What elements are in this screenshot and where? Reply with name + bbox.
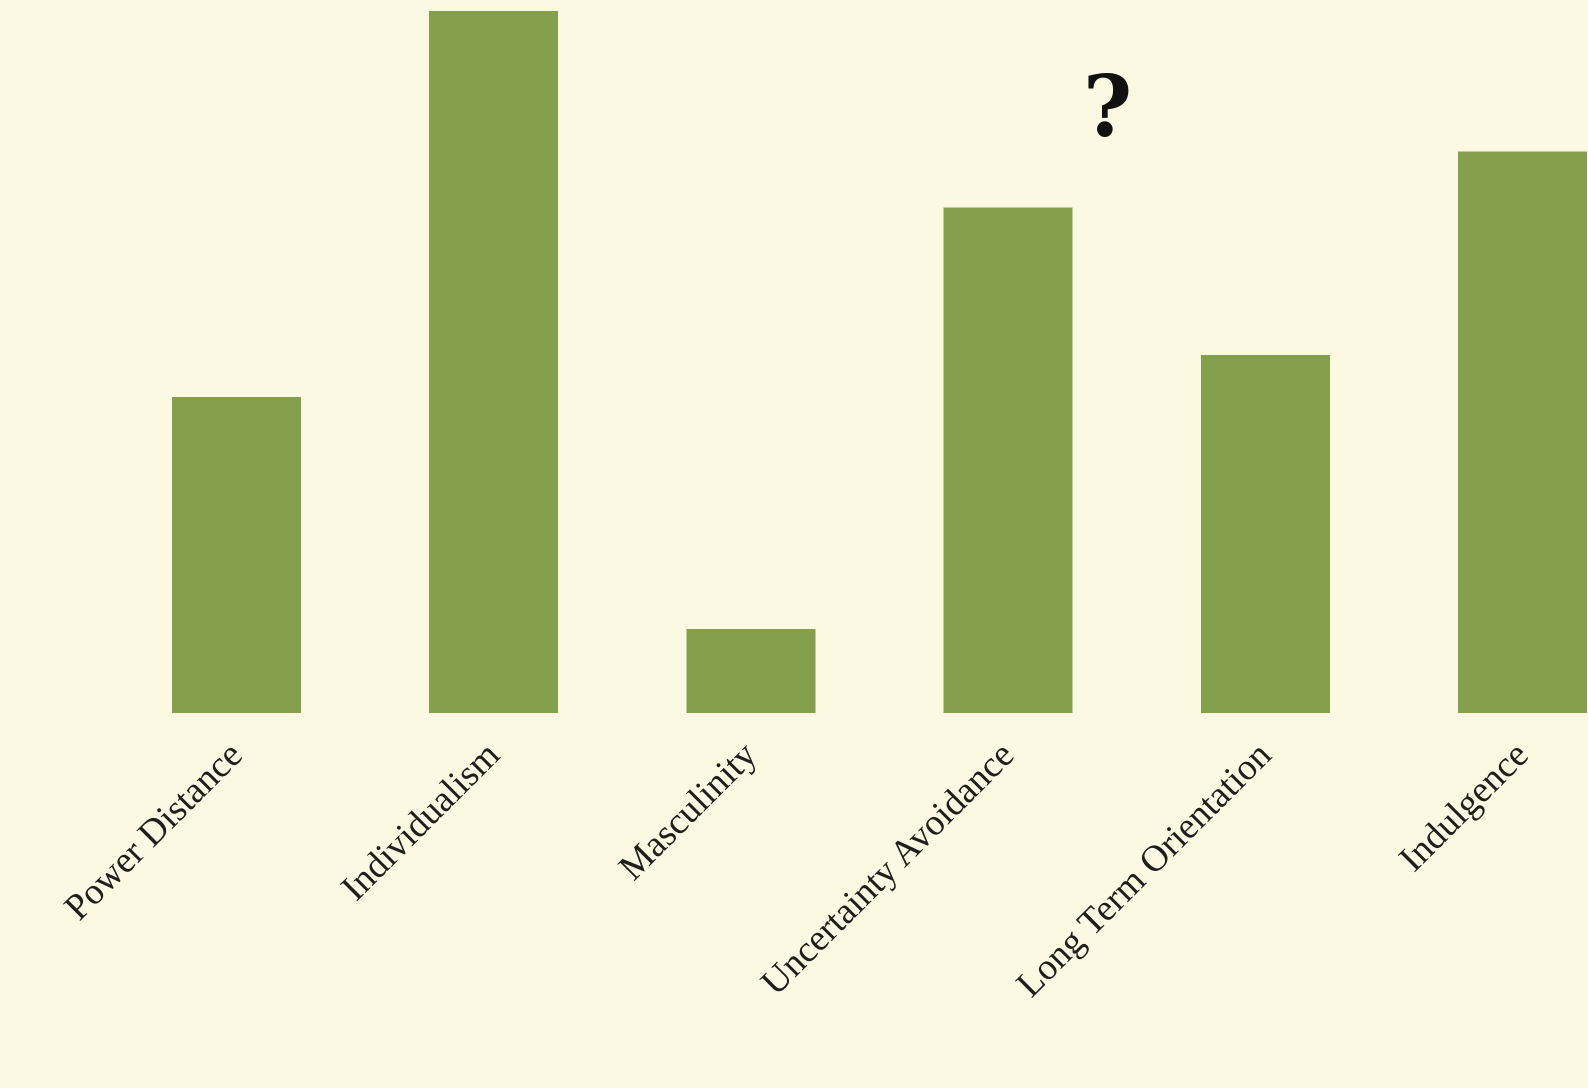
x-tick-label-individualism: Individualism <box>333 734 507 908</box>
bar-uncertainty-avoidance <box>943 207 1073 713</box>
annotations-group: ? <box>1083 57 1132 156</box>
bar-indulgence <box>1458 151 1587 713</box>
bar-long-term-orientation <box>1200 354 1330 713</box>
x-tick-label-long-term-orientation: Long Term Orientation <box>1009 734 1280 1005</box>
x-tick-label-uncertainty-avoidance: Uncertainty Avoidance <box>753 734 1022 1003</box>
category-labels-group: Power Distance Individualism MasculinityUn… <box>57 734 1537 1005</box>
x-tick-label-masculinity: Masculinity <box>611 734 765 888</box>
bar-masculinity <box>686 628 816 713</box>
bars-group <box>172 11 1587 713</box>
x-tick-label-indulgence: Indulgence <box>1391 734 1536 879</box>
x-tick-label-power-distance: Power Distance <box>57 734 251 928</box>
bar-power-distance <box>172 397 301 713</box>
bar-individualism <box>429 11 559 713</box>
annotation-question-mark: ? <box>1083 57 1132 156</box>
